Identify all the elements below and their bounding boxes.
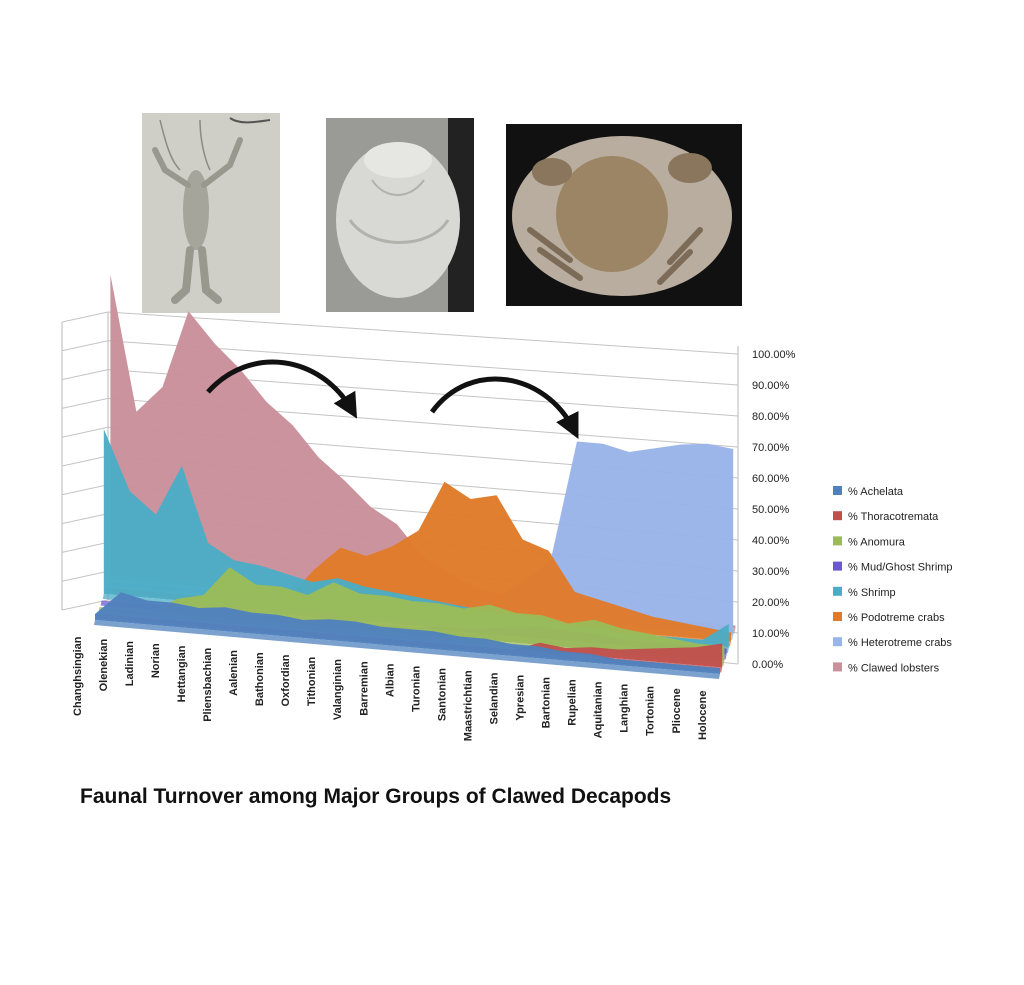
y-tick-label: 10.00% xyxy=(752,628,790,640)
legend-swatch xyxy=(833,511,842,521)
side-gridline xyxy=(61,426,109,438)
legend-swatch xyxy=(833,637,842,647)
turnover-arrow-2 xyxy=(429,376,579,439)
y-tick-label: 40.00% xyxy=(752,535,790,547)
side-gridline xyxy=(61,484,109,496)
x-tick-label: Langhian xyxy=(619,684,631,733)
y-tick-label: 20.00% xyxy=(752,597,790,609)
turnover-arrow-1 xyxy=(206,359,358,419)
legend-entry: % Clawed lobsters xyxy=(848,662,940,674)
area-mark xyxy=(110,274,736,629)
y-tick-label: 30.00% xyxy=(752,566,790,578)
y-tick-label: 80.00% xyxy=(752,411,790,423)
x-tick-label: Pliocene xyxy=(671,688,683,733)
lobster-fossil-photo xyxy=(142,113,280,313)
legend-swatch xyxy=(833,486,842,495)
side-gridline xyxy=(61,311,109,323)
legend-swatch xyxy=(833,586,842,596)
side-gridline xyxy=(61,397,109,409)
y-tick-label: 60.00% xyxy=(752,473,790,485)
y-tick-label: 90.00% xyxy=(752,380,790,392)
x-tick-label: Olenekian xyxy=(98,639,110,692)
area-mark xyxy=(99,567,725,661)
legend-entry: % Thoracotremata xyxy=(848,511,939,523)
legend-swatch xyxy=(833,662,842,672)
figure-caption: Faunal Turnover among Major Groups of Cl… xyxy=(80,785,671,808)
x-tick-label: Albian xyxy=(384,663,396,697)
x-tick-label: Changhsingian xyxy=(72,636,84,716)
area-mark xyxy=(95,592,720,674)
side-gridline xyxy=(61,513,109,525)
legend-swatch xyxy=(833,612,842,621)
x-tick-label: Rupelian xyxy=(567,679,579,726)
x-tick-label: Pliensbachian xyxy=(202,648,214,722)
series-achelata xyxy=(94,592,720,679)
legend: % Achelata % Thoracotremata % Anomura % Mud… xyxy=(833,486,953,674)
x-tick-label: Oxfordian xyxy=(280,654,292,706)
y-tick-label: 100.00% xyxy=(752,349,796,361)
x-tick-label: Hettangian xyxy=(176,645,188,702)
x-tick-label: Ypresian xyxy=(515,675,527,721)
area-mark xyxy=(106,481,731,642)
x-axis-tick-labels: Changhsingian Olenekian Ladinian Norian Hett… xyxy=(72,636,709,741)
x-tick-label: Aalenian xyxy=(228,650,240,696)
side-gridline xyxy=(61,570,109,582)
side-gridline xyxy=(61,340,109,352)
gridline xyxy=(107,311,739,355)
legend-entry: % Achelata xyxy=(848,486,904,498)
x-tick-label: Santonian xyxy=(436,668,448,721)
legend-entry: % Podotreme crabs xyxy=(848,612,945,624)
x-tick-label: Bathonian xyxy=(254,652,266,706)
legend-swatch xyxy=(833,561,842,571)
side-gridline xyxy=(61,599,109,611)
x-tick-label: Aquitanian xyxy=(593,681,605,738)
x-tick-label: Bartonian xyxy=(541,677,553,729)
side-gridline xyxy=(61,455,109,467)
crab-fossil-photo xyxy=(506,124,742,306)
legend-entry: % Mud/Ghost Shrimp xyxy=(848,562,953,574)
turnover-arrows xyxy=(206,359,579,439)
y-tick-label: 50.00% xyxy=(752,504,790,516)
legend-entry: % Anomura xyxy=(848,536,906,548)
x-tick-label: Holocene xyxy=(697,691,709,741)
y-axis-tick-labels: 0.00% 10.00% 20.00% 30.00% 40.00% 50.00% 60.00… xyxy=(752,349,796,671)
x-tick-label: Ladinian xyxy=(124,641,136,687)
area-mark xyxy=(108,441,734,635)
y-tick-label: 0.00% xyxy=(752,659,783,671)
crab-carapace-fossil-photo xyxy=(326,118,474,312)
x-tick-label: Maastrichtian xyxy=(462,670,474,741)
x-tick-label: Norian xyxy=(150,643,162,678)
side-gridline xyxy=(61,541,109,553)
legend-swatch xyxy=(833,536,842,546)
legend-entry: % Shrimp xyxy=(848,587,896,599)
side-gridline xyxy=(61,369,109,381)
chart: 0.00% 10.00% 20.00% 30.00% 40.00% 50.00% 60.00… xyxy=(61,274,796,741)
legend-entry: % Heterotreme crabs xyxy=(848,637,952,649)
area-base-edge xyxy=(94,620,720,679)
x-tick-label: Valanginian xyxy=(332,659,344,720)
x-tick-label: Tortonian xyxy=(645,686,657,736)
x-tick-label: Selandian xyxy=(489,672,501,724)
y-tick-label: 70.00% xyxy=(752,442,790,454)
x-tick-label: Tithonian xyxy=(306,657,318,707)
x-tick-label: Barremian xyxy=(358,661,370,716)
series-areas xyxy=(94,274,736,679)
x-tick-label: Turonian xyxy=(410,666,422,713)
